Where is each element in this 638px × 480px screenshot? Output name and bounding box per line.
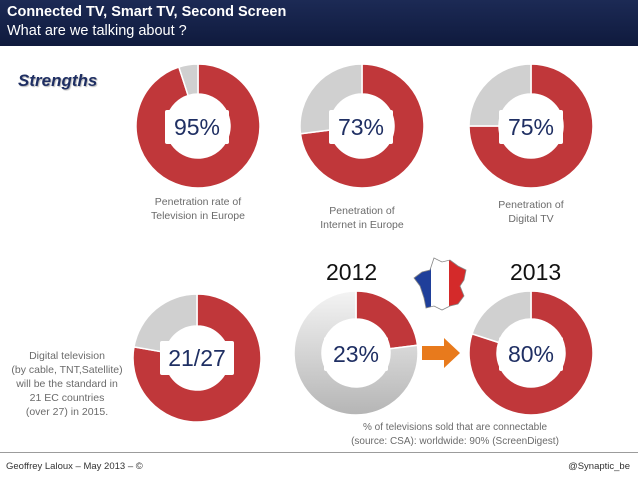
caption-internet-europe: Penetration of Internet in Europe [320, 205, 404, 231]
pct-label-internet-europe: 73% [329, 110, 393, 144]
year-2013: 2013 [510, 259, 562, 285]
caption-connectable: % of televisions sold that are connectab… [351, 422, 559, 447]
donut-connectable-2012 [293, 290, 419, 416]
tv_europe-slice-rest [177, 63, 199, 97]
pct-label-connectable-2013: 80% [499, 337, 563, 371]
section-label: Strengths [18, 71, 98, 90]
pct-label-digital-standard: 21/27 [160, 341, 234, 375]
connectable_2012-slice-rest [293, 290, 419, 416]
pct-label-digital-tv: 75% [499, 110, 563, 144]
footer-author: Geoffrey Laloux – May 2013 – © [6, 461, 143, 472]
france-flag-map [413, 257, 467, 311]
caption-digital-tv: Penetration of Digital TV [498, 199, 564, 225]
slide-header: Connected TV, Smart TV, Second Screen Wh… [0, 0, 638, 46]
pct-label-connectable-2012: 23% [324, 337, 388, 371]
digital_standard-slice-rest [133, 293, 198, 354]
caption-tv-europe: Penetration rate of Television in Europe [151, 196, 245, 222]
year-2012: 2012 [326, 259, 378, 285]
donut-connectable-2013 [468, 290, 594, 416]
connectable_2013-slice-rest [471, 290, 532, 344]
slide-title: Connected TV, Smart TV, Second Screen [7, 4, 287, 20]
connectable_2013-slice-value [468, 290, 594, 416]
footer-handle: @Synaptic_be [568, 461, 630, 472]
internet_europe-slice-value [299, 63, 425, 189]
donut-tv-europe [135, 63, 261, 189]
caption-digital-standard: Digital television (by cable, TNT,Satell… [11, 350, 123, 418]
tv_europe-slice-value [135, 63, 261, 189]
pct-label-tv-europe: 95% [165, 110, 229, 144]
slide-subtitle: What are we talking about ? [7, 23, 187, 39]
slide-footer: Geoffrey Laloux – May 2013 – © @Synaptic… [0, 452, 638, 480]
arrow-right-icon [422, 338, 460, 368]
